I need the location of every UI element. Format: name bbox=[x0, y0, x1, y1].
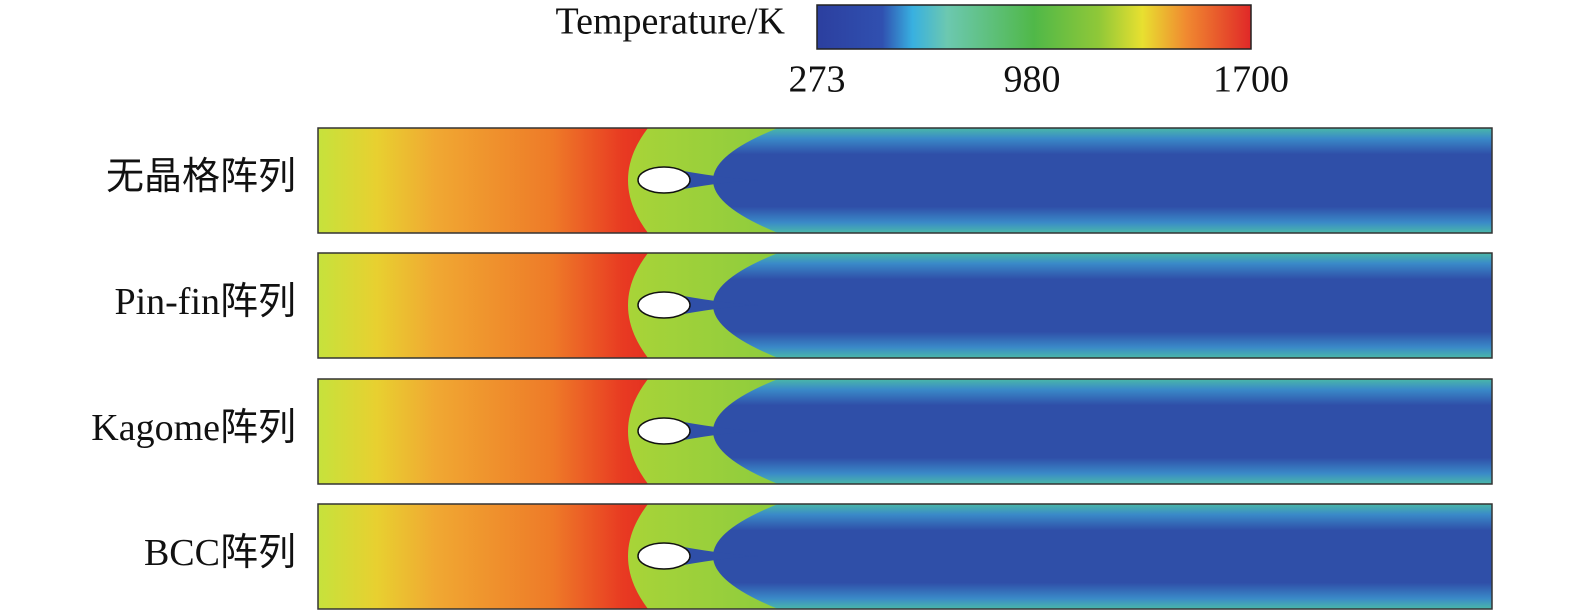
cold-region bbox=[713, 128, 1492, 233]
hole bbox=[637, 542, 691, 570]
contour-panel bbox=[317, 378, 1493, 485]
colorbar-tick-label: 1700 bbox=[1213, 59, 1289, 101]
panel-label: Kagome阵列 bbox=[91, 407, 296, 449]
wake bbox=[668, 544, 758, 568]
cold-region bbox=[713, 504, 1492, 609]
contour-panel bbox=[317, 503, 1493, 610]
panel-label: Pin-fin阵列 bbox=[114, 281, 296, 323]
colorbar-tick-label: 273 bbox=[789, 59, 846, 101]
panel-border bbox=[317, 127, 1493, 234]
wake bbox=[668, 168, 758, 192]
cold-region bbox=[713, 379, 1492, 484]
hole bbox=[637, 417, 691, 445]
panel-label: 无晶格阵列 bbox=[106, 156, 296, 198]
wake bbox=[668, 293, 758, 317]
cold-region bbox=[713, 253, 1492, 358]
hole bbox=[637, 291, 691, 319]
hole bbox=[637, 166, 691, 194]
panel-border bbox=[317, 252, 1493, 359]
panel-border bbox=[317, 378, 1493, 485]
colorbar-tick-label: 980 bbox=[1004, 59, 1061, 101]
contour-panel bbox=[317, 127, 1493, 234]
colorbar bbox=[816, 4, 1252, 50]
panel-label: BCC阵列 bbox=[144, 532, 296, 574]
contour-panel bbox=[317, 252, 1493, 359]
colorbar-title: Temperature/K bbox=[556, 1, 786, 43]
wake bbox=[668, 419, 758, 443]
panel-border bbox=[317, 503, 1493, 610]
